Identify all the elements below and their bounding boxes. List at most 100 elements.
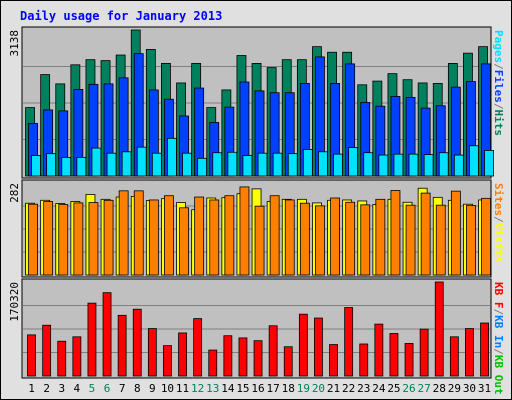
bar-pages-day-12 (197, 157, 208, 177)
day-label-29: 29 (448, 382, 461, 395)
day-label-15: 15 (236, 382, 249, 395)
legend-label-0: KB F (492, 282, 505, 309)
right-legend-sites: Sites/Visits (492, 183, 505, 263)
bar-kb-f-day-30 (465, 328, 474, 377)
day-label-20: 20 (312, 382, 325, 395)
bar-sites-day-3 (58, 204, 69, 276)
bar-pages-day-24 (378, 154, 389, 177)
bar-kb-f-day-11 (178, 332, 187, 377)
y-max-label-hits: 3138 (8, 30, 21, 57)
bar-pages-day-23 (363, 152, 374, 177)
bar-pages-day-15 (242, 155, 253, 177)
bar-kb-f-day-29 (449, 336, 459, 377)
bar-sites-day-6 (103, 199, 114, 276)
bar-kb-f-day-12 (193, 318, 203, 377)
bar-pages-day-14 (227, 151, 238, 177)
bar-kb-f-day-22 (344, 307, 354, 377)
bar-kb-f-day-2 (42, 324, 52, 377)
bar-sites-day-8 (133, 190, 144, 276)
day-label-19: 19 (297, 382, 310, 395)
day-label-3: 3 (58, 382, 65, 395)
right-legend-kbytes: KB F/KB In/KB Out (492, 282, 505, 395)
day-label-11: 11 (176, 382, 189, 395)
bar-kb-f-day-15 (238, 337, 248, 377)
bar-pages-day-26 (408, 153, 419, 177)
bar-sites-day-7 (118, 190, 129, 276)
bar-pages-day-9 (151, 152, 162, 177)
bar-sites-day-10 (164, 195, 174, 276)
bar-pages-day-7 (121, 151, 132, 177)
bar-sites-day-12 (194, 196, 205, 276)
bar-kb-f-day-26 (404, 343, 414, 377)
bar-kb-f-day-23 (359, 343, 369, 377)
day-label-22: 22 (342, 382, 355, 395)
bar-pages-day-20 (318, 151, 328, 177)
bar-pages-day-17 (272, 152, 283, 177)
legend-label-4: Hits (492, 110, 505, 137)
day-label-18: 18 (282, 382, 295, 395)
legend-label-2: KB In (492, 315, 505, 348)
legend-label-3: / (492, 103, 505, 110)
day-label-27: 27 (418, 382, 431, 395)
bar-sites-day-27 (420, 192, 431, 276)
bar-kb-f-day-5 (87, 302, 97, 377)
bar-sites-day-2 (43, 201, 54, 276)
bar-kb-f-day-1 (27, 334, 36, 377)
panel-kbytes: 170320 KB F/KB In/KB Out (8, 278, 505, 395)
bar-kb-f-day-27 (419, 328, 429, 377)
bar-sites-day-14 (224, 195, 235, 276)
legend-label-1: / (492, 216, 505, 223)
bar-pages-day-18 (287, 153, 298, 177)
bar-pages-day-29 (453, 154, 464, 177)
bar-sites-day-25 (390, 190, 401, 276)
y-max-label-kbytes: 170320 (8, 282, 21, 322)
bar-kb-f-day-3 (57, 340, 67, 377)
right-legend-hits: Pages/Files/Hits (492, 30, 505, 136)
bar-sites-day-13 (209, 199, 220, 276)
day-label-7: 7 (119, 382, 126, 395)
bar-pages-day-3 (61, 156, 72, 177)
bar-sites-day-18 (284, 199, 295, 276)
bar-pages-day-21 (333, 153, 343, 177)
bar-pages-day-16 (257, 152, 268, 177)
bar-kb-f-day-8 (132, 308, 142, 377)
panel-hits-files-pages: 3138 Pages/Files/Hits (8, 26, 505, 179)
day-label-14: 14 (221, 382, 235, 395)
day-label-1: 1 (28, 382, 35, 395)
day-label-28: 28 (433, 382, 446, 395)
day-label-24: 24 (372, 382, 386, 395)
day-label-16: 16 (251, 382, 264, 395)
day-label-5: 5 (89, 382, 96, 395)
bar-sites-day-11 (179, 207, 189, 276)
bar-kb-f-day-24 (374, 323, 384, 377)
panel-sites-visits: 282 Sites/Visits (8, 179, 505, 278)
bar-kb-f-day-28 (434, 281, 444, 377)
bar-kb-f-day-16 (253, 340, 263, 377)
day-label-10: 10 (161, 382, 174, 395)
bar-sites-day-9 (148, 199, 159, 276)
day-label-21: 21 (327, 382, 340, 395)
bar-kb-f-day-13 (208, 349, 218, 377)
bar-kb-f-day-4 (72, 336, 82, 377)
bar-pages-day-25 (393, 153, 404, 177)
day-label-8: 8 (134, 382, 141, 395)
day-label-2: 2 (43, 382, 50, 395)
bar-pages-day-28 (438, 152, 449, 177)
chart-title: Daily usage for January 2013 (20, 9, 222, 23)
bar-pages-day-27 (423, 154, 434, 177)
bar-kb-f-day-18 (283, 346, 293, 377)
day-label-23: 23 (357, 382, 370, 395)
bar-pages-day-6 (106, 152, 117, 177)
day-label-30: 30 (463, 382, 476, 395)
bar-pages-day-5 (91, 147, 102, 177)
bar-kb-f-day-31 (480, 322, 489, 377)
day-label-6: 6 (104, 382, 111, 395)
day-label-13: 13 (206, 382, 219, 395)
legend-label-0: Pages (492, 30, 505, 63)
bar-sites-day-19 (299, 202, 310, 276)
bar-sites-day-24 (375, 198, 386, 276)
bar-pages-day-31 (484, 150, 494, 177)
bar-kb-f-day-17 (268, 325, 278, 377)
bar-pages-day-19 (302, 149, 313, 177)
